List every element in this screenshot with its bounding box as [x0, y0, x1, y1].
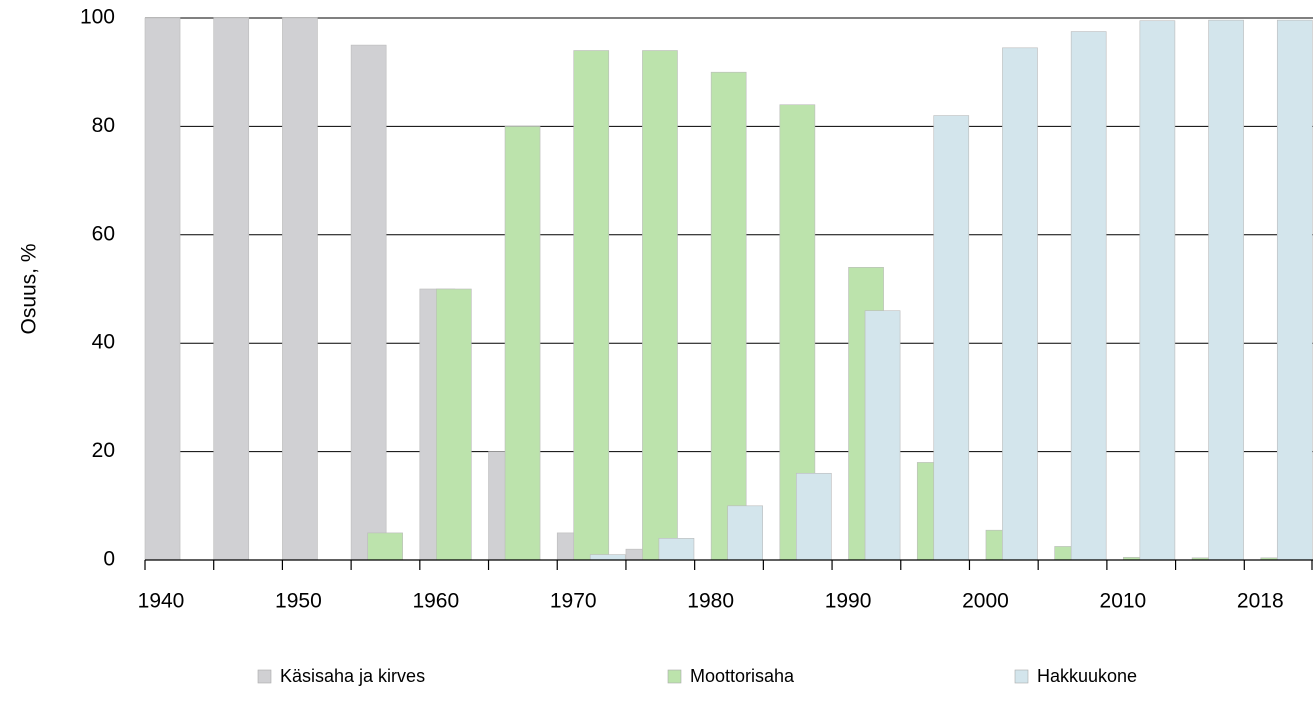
legend-swatch — [667, 669, 682, 684]
x-tick-label: 1960 — [412, 590, 459, 613]
x-tick-label: 1980 — [687, 590, 734, 613]
y-tick-label: 20 — [92, 439, 115, 462]
legend-label: Käsisaha ja kirves — [280, 666, 425, 686]
bar — [436, 288, 472, 561]
bar — [796, 472, 832, 561]
legend-label: Hakkuukone — [1037, 666, 1137, 686]
bar — [642, 50, 678, 561]
legend-swatch — [257, 669, 272, 684]
bar — [1208, 19, 1244, 561]
y-tick-label: 40 — [92, 331, 115, 354]
bar — [710, 71, 747, 561]
bar — [504, 126, 541, 561]
bar — [589, 554, 626, 561]
y-axis-title: Osuus, % — [18, 243, 41, 334]
x-tick-label: 1990 — [825, 590, 872, 613]
y-tick-label: 0 — [103, 548, 115, 571]
bar — [864, 310, 901, 561]
legend-swatch — [1014, 669, 1029, 684]
bar — [350, 44, 387, 561]
bar — [144, 17, 181, 561]
bars — [144, 17, 1313, 561]
legend-label: Moottorisaha — [690, 666, 795, 686]
x-tick-label: 2018 — [1237, 590, 1284, 613]
legend: Käsisaha ja kirves Moottorisaha Hakkuukone — [257, 666, 1137, 686]
bar — [213, 17, 250, 561]
bar — [573, 50, 610, 561]
y-tick-label: 80 — [92, 114, 115, 137]
x-tick-label: 2000 — [962, 590, 1009, 613]
x-tick-label: 1940 — [138, 590, 185, 613]
bar — [933, 115, 970, 561]
bar — [727, 505, 763, 561]
bar — [1276, 19, 1313, 561]
y-tick-label: 100 — [80, 6, 115, 29]
bar — [1070, 31, 1107, 561]
x-tick-label: 1950 — [275, 590, 322, 613]
bar — [367, 532, 403, 561]
x-tick-label: 1970 — [550, 590, 597, 613]
bar — [1139, 20, 1176, 561]
x-tick-label: 2010 — [1100, 590, 1147, 613]
y-tick-label: 60 — [92, 222, 115, 245]
bar — [1002, 47, 1038, 561]
bar — [658, 538, 695, 561]
bar — [282, 17, 318, 561]
